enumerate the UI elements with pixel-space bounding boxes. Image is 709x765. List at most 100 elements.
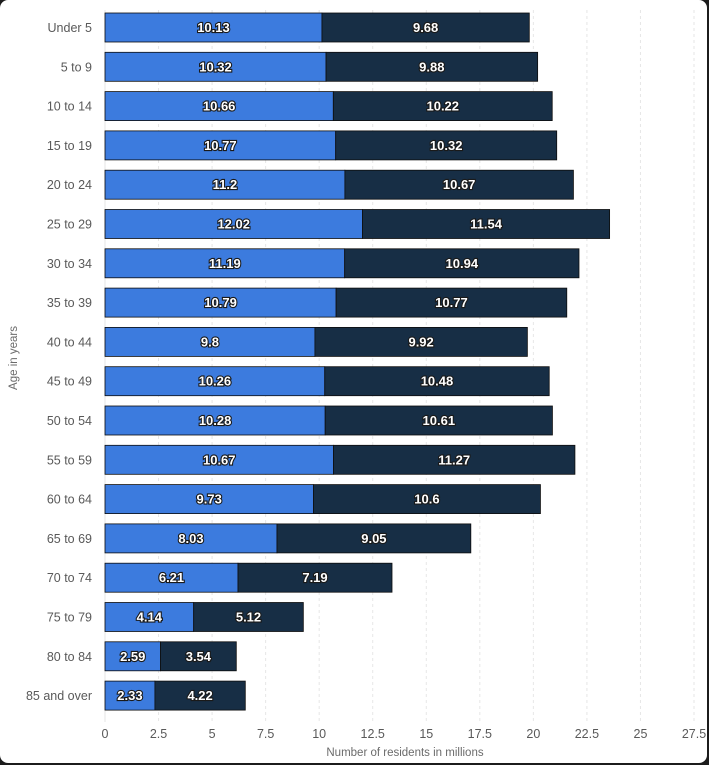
data-label: 10.6	[414, 492, 439, 507]
bar-segment-series-1	[104, 641, 161, 672]
data-label: 11.19	[209, 256, 241, 271]
data-label: 10.28	[199, 413, 232, 428]
category-label: 10 to 14	[47, 100, 92, 114]
category-label: 15 to 19	[47, 139, 92, 153]
bar-segment-series-1	[104, 444, 334, 475]
data-label: 5.12	[236, 610, 261, 625]
bar-segment-series-1	[104, 248, 346, 279]
category-label: 75 to 79	[47, 611, 92, 625]
category-label: 50 to 54	[47, 414, 92, 428]
category-label: 85 and over	[26, 689, 92, 703]
data-label: 11.27	[438, 452, 470, 467]
category-label: 45 to 49	[47, 375, 92, 389]
bar-segment-series-2	[321, 12, 530, 43]
bar-segment-series-1	[104, 602, 195, 632]
bar-segment-series-1	[104, 91, 334, 121]
category-label: 5 to 9	[61, 60, 92, 74]
bar-segment-series-2	[324, 405, 553, 436]
bar-segment-series-1	[104, 680, 156, 711]
data-label: 8.03	[178, 531, 203, 546]
bar-segment-series-2	[154, 680, 246, 711]
bar-segment-series-2	[193, 602, 304, 632]
x-tick-label: 20	[526, 727, 540, 741]
data-label: 2.33	[117, 688, 142, 703]
x-tick-label: 5	[209, 727, 216, 741]
data-label: 9.92	[408, 334, 433, 349]
category-label: 65 to 69	[47, 532, 92, 546]
bar-segment-series-1	[104, 523, 278, 554]
category-label: 60 to 64	[47, 493, 92, 507]
data-label: 7.19	[302, 570, 327, 585]
data-label: 10.77	[435, 295, 468, 310]
data-label: 10.77	[204, 138, 237, 153]
bar-segment-series-2	[237, 562, 393, 593]
data-label: 10.61	[423, 413, 456, 428]
data-label: 10.67	[443, 177, 476, 192]
bar-segment-series-1	[104, 130, 337, 161]
category-label: 25 to 29	[47, 218, 92, 232]
data-label: 4.22	[187, 688, 212, 703]
data-label: 11.54	[470, 217, 503, 232]
bar-segment-series-1	[104, 51, 327, 82]
x-tick-label: 2.5	[150, 727, 167, 741]
data-label: 9.05	[361, 531, 386, 546]
data-label: 4.14	[137, 610, 163, 625]
data-label: 12.02	[217, 217, 250, 232]
y-axis-title: Age in years	[8, 326, 20, 390]
category-label: 30 to 34	[47, 257, 92, 271]
data-label: 10.13	[197, 20, 230, 35]
x-tick-label: 7.5	[257, 727, 274, 741]
data-label: 10.32	[199, 59, 232, 74]
bar-segment-series-1	[104, 12, 323, 43]
x-tick-label: 17.5	[468, 727, 492, 741]
bar-segment-series-1	[104, 484, 314, 515]
bar-segment-series-2	[344, 169, 574, 200]
bar-segment-series-2	[332, 91, 553, 121]
data-label: 10.32	[430, 138, 463, 153]
category-label: 35 to 39	[47, 296, 92, 310]
category-label: 80 to 84	[47, 650, 92, 664]
category-labels: Under 5 5 to 9 10 to 14 15 to 19 20 to 24 25 …	[26, 21, 92, 703]
x-tick-label: 27.5	[682, 727, 706, 741]
category-label: Under 5	[48, 21, 93, 35]
data-label: 2.59	[120, 649, 145, 664]
data-label: 11.2	[213, 177, 238, 192]
data-label: 6.21	[159, 570, 184, 585]
x-tick-label: 10	[312, 727, 326, 741]
data-label: 10.79	[204, 295, 237, 310]
bar-segment-series-2	[335, 130, 558, 161]
data-label: 10.94	[446, 256, 479, 271]
data-label: 9.68	[413, 20, 438, 35]
x-tick-label: 12.5	[361, 727, 385, 741]
data-label: 10.66	[203, 99, 236, 114]
gridlines	[104, 10, 695, 722]
category-label: 55 to 59	[47, 453, 92, 467]
category-label: 70 to 74	[47, 571, 92, 585]
x-tick-label: 15	[419, 727, 433, 741]
x-tick-label: 0	[102, 727, 109, 741]
bar-segment-series-2	[160, 641, 237, 672]
data-label: 9.88	[419, 59, 444, 74]
bars: 10.13 9.68 10.32 9.88 10.66 10.22 10.77 10.32 11…	[104, 12, 611, 711]
data-label: 10.48	[421, 374, 454, 389]
bar-segment-series-2	[314, 326, 528, 357]
bar-segment-series-2	[276, 523, 472, 554]
x-tick-labels: 0 2.5 5 7.5 10 12.5 15 17.5 20 22.5 25 27.5	[102, 727, 707, 741]
x-tick-label: 22.5	[575, 727, 599, 741]
bar-segment-series-1	[104, 287, 337, 318]
data-label: 9.73	[197, 492, 222, 507]
data-label: 3.54	[186, 649, 212, 664]
bar-segment-series-2	[362, 209, 611, 239]
bar-segment-series-2	[335, 287, 568, 318]
bar-segment-series-2	[324, 366, 550, 397]
bar-segment-series-2	[333, 444, 576, 475]
x-tick-label: 25	[634, 727, 648, 741]
x-axis-title: Number of residents in millions	[326, 747, 483, 759]
bar-segment-series-1	[104, 209, 363, 239]
category-label: 40 to 44	[47, 335, 92, 349]
data-label: 10.67	[203, 452, 236, 467]
bar-segment-series-2	[344, 248, 580, 279]
data-label: 10.26	[199, 374, 232, 389]
